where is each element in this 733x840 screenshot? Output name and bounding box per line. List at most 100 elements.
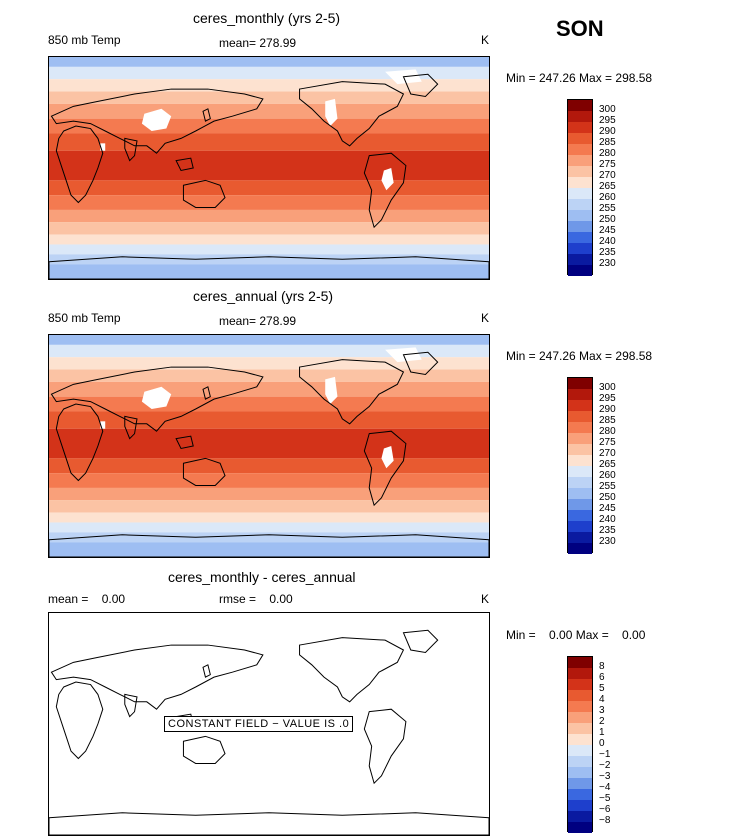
missing-data-patch <box>325 376 338 405</box>
colorbar-swatch <box>568 243 592 254</box>
coastline <box>403 630 437 652</box>
colorbar-tick-label: 245 <box>599 503 616 514</box>
colorbar-swatch <box>568 690 592 701</box>
colorbar-swatch <box>568 177 592 188</box>
missing-data-patch <box>381 446 394 469</box>
colorbar-swatch <box>568 767 592 778</box>
colorbar-tick-label: 255 <box>599 481 616 492</box>
coastline <box>49 535 489 557</box>
temperature-band <box>49 234 489 245</box>
colorbar-tick-label: 8 <box>599 661 605 672</box>
colorbar-tick-label: 4 <box>599 694 605 705</box>
temperature-band <box>49 458 489 474</box>
colorbar-swatches <box>567 377 593 554</box>
temperature-band <box>49 118 489 134</box>
colorbar-tick-label: −2 <box>599 760 611 771</box>
colorbar-swatch <box>568 166 592 177</box>
colorbar-swatch <box>568 389 592 400</box>
colorbar-swatch <box>568 122 592 133</box>
temperature-band <box>49 150 489 181</box>
colorbar-swatch <box>568 100 592 111</box>
colorbar-swatch <box>568 811 592 822</box>
colorbar-tick-label: 260 <box>599 192 616 203</box>
coastline <box>49 813 489 835</box>
coastline <box>183 736 225 763</box>
missing-data-patch <box>381 168 394 191</box>
colorbar-tick-label: −6 <box>599 804 611 815</box>
coastline <box>51 89 262 153</box>
colorbar-swatch <box>568 422 592 433</box>
colorbar-tick-label: 250 <box>599 214 616 225</box>
colorbar-swatch <box>568 701 592 712</box>
coastline <box>203 387 210 399</box>
temperature-band <box>49 209 489 223</box>
colorbar-swatch <box>568 378 592 389</box>
temperature-band <box>49 57 489 67</box>
panel3-rmse-label: rmse = 0.00 <box>219 592 293 606</box>
colorbar-tick-label: 300 <box>599 104 616 115</box>
coastline <box>51 645 262 709</box>
temperature-band <box>49 381 489 397</box>
colorbar-swatch <box>568 221 592 232</box>
colorbar-tick-label: 285 <box>599 415 616 426</box>
colorbar-tick-label: 0 <box>599 738 605 749</box>
colorbar-swatch <box>568 477 592 488</box>
colorbar-tick-label: 280 <box>599 426 616 437</box>
colorbar-swatch <box>568 756 592 767</box>
colorbar-tick-label: −4 <box>599 782 611 793</box>
colorbar-swatch <box>568 712 592 723</box>
coastline <box>183 180 225 207</box>
panel1-unit: K <box>481 33 490 47</box>
temperature-band <box>49 532 489 543</box>
temperature-band <box>49 411 489 429</box>
colorbar-tick-label: 1 <box>599 727 605 738</box>
colorbar-swatch <box>568 188 592 199</box>
colorbar-swatch <box>568 265 592 276</box>
colorbar-swatch <box>568 210 592 221</box>
colorbar-swatch <box>568 532 592 543</box>
coastline <box>183 458 225 485</box>
colorbar-swatch <box>568 488 592 499</box>
panel2-mean-label: mean= 278.99 <box>219 314 297 328</box>
coastline <box>403 352 437 374</box>
coastline <box>300 82 404 146</box>
colorbar-swatch <box>568 199 592 210</box>
colorbar-tick-label: −3 <box>599 771 611 782</box>
colorbar-swatch <box>568 723 592 734</box>
coastline <box>51 367 262 431</box>
colorbar-tick-label: −1 <box>599 749 611 760</box>
colorbar-swatch <box>568 411 592 422</box>
colorbar-tick-label: 5 <box>599 683 605 694</box>
temperature-band <box>49 369 489 382</box>
coastline <box>125 138 137 160</box>
panel2-minmax: Min = 247.26 Max = 298.58 <box>506 349 653 363</box>
coastline <box>364 153 406 227</box>
coastline <box>176 158 193 170</box>
colorbar-swatches <box>567 99 593 276</box>
colorbar-swatch <box>568 745 592 756</box>
missing-data-patch <box>325 98 338 127</box>
temperature-band <box>49 428 489 459</box>
colorbar-tick-label: 230 <box>599 258 616 269</box>
colorbar-tick-label: 295 <box>599 393 616 404</box>
panel2-unit: K <box>481 311 490 325</box>
coastline <box>300 360 404 424</box>
temperature-band <box>49 500 489 513</box>
coastline <box>203 665 210 677</box>
colorbar-swatch <box>568 444 592 455</box>
colorbar-tick-label: 230 <box>599 536 616 547</box>
panel1-title: ceres_monthly (yrs 2-5) <box>193 10 341 26</box>
colorbar-tick-label: 275 <box>599 159 616 170</box>
temperature-band <box>49 91 489 104</box>
temperature-band <box>49 66 489 80</box>
colorbar-swatch <box>568 657 592 668</box>
colorbar-swatch <box>568 668 592 679</box>
colorbar-tick-label: −5 <box>599 793 611 804</box>
coastline <box>364 709 406 783</box>
coastline <box>56 126 102 202</box>
panel1-field-label: 850 mb Temp <box>48 33 121 47</box>
colorbar-swatch <box>568 232 592 243</box>
missing-data-patch <box>141 386 172 409</box>
colorbar-tick-label: 235 <box>599 247 616 258</box>
colorbar-tick-label: 265 <box>599 459 616 470</box>
